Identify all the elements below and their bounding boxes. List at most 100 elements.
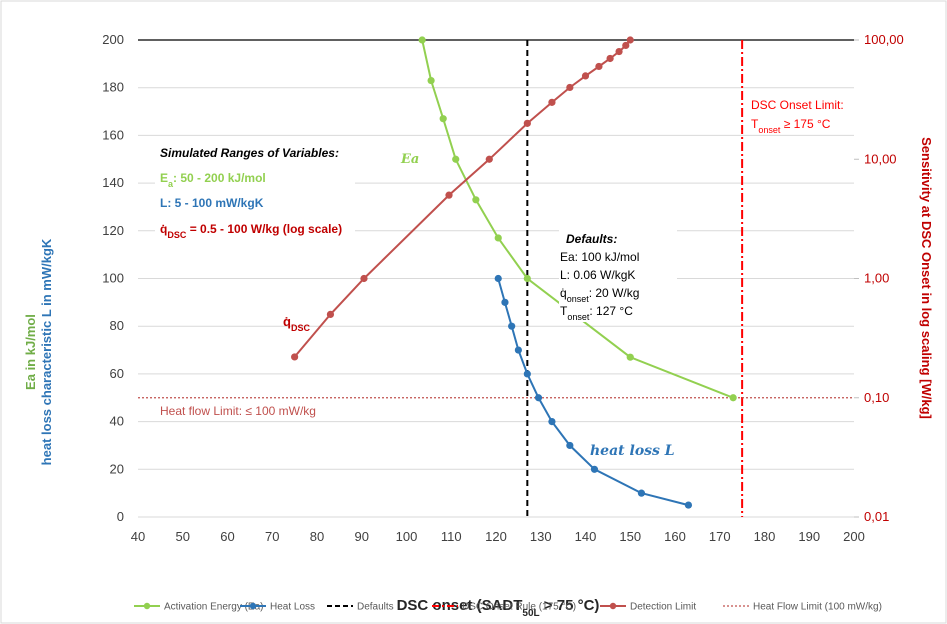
x-tick-label: 150 <box>619 529 641 544</box>
data-point-detection-limit <box>615 47 623 56</box>
x-tick-label: 100 <box>396 529 418 544</box>
y-tick-label: 180 <box>102 80 124 95</box>
y-tick-label: 60 <box>110 366 124 381</box>
data-point-detection-limit <box>291 353 299 361</box>
data-point-activation-energy-ea <box>523 274 531 283</box>
data-point-activation-energy-ea <box>472 196 480 204</box>
x-tick-label: 120 <box>485 529 507 544</box>
ranges-l: L: 5 - 100 mW/kgK <box>160 196 264 210</box>
y-tick-label: 100 <box>102 271 124 286</box>
data-point-heat-loss <box>514 346 522 354</box>
y2-tick-label: 10,00 <box>864 151 897 166</box>
data-point-activation-energy-ea <box>494 234 502 242</box>
y-tick-label: 40 <box>110 414 124 429</box>
series-group <box>291 36 737 509</box>
y-axis-title-left: Ea in kJ/mol heat loss characteristic L … <box>23 238 54 465</box>
legend-label: Activation Energy (Ea) <box>164 602 264 613</box>
defaults-line-4: Tonset: 127 °C <box>560 304 633 322</box>
x-tick-label: 40 <box>131 529 145 544</box>
x-tick-label: 200 <box>843 529 865 544</box>
data-point-heat-loss <box>590 465 599 473</box>
gridlines <box>138 39 859 518</box>
svg-text:Tonset ≥ 175 °C: Tonset ≥ 175 °C <box>751 117 831 135</box>
data-point-heat-loss <box>523 370 531 378</box>
ea-curve-label: Ea <box>400 152 419 167</box>
heat-loss-curve-label: heat loss L <box>590 443 675 459</box>
y-tick-label: 80 <box>110 318 124 333</box>
x-tick-label: 110 <box>441 529 462 544</box>
x-axis-title: DSC onset (SADT50L > 75 °C) <box>397 597 600 619</box>
y-tick-label: 140 <box>102 175 124 190</box>
legend-item-dsc-onset-rule-175-c: DSC Onset Rule (175 °C) <box>432 602 576 613</box>
x-tick-label: 170 <box>709 529 731 544</box>
legend-label: Heat Loss <box>270 602 315 613</box>
data-point-detection-limit <box>581 72 590 80</box>
data-point-detection-limit <box>485 155 493 163</box>
data-point-heat-loss <box>534 394 543 402</box>
data-point-detection-limit <box>523 119 531 127</box>
legend-item-heat-flow-limit-100-mw-kg: Heat Flow Limit (100 mW/kg) <box>723 602 882 613</box>
data-point-heat-loss <box>501 298 509 306</box>
defaults-line-1: Ea: 100 kJ/mol <box>560 250 639 264</box>
defaults-line-3: q̇onset: 20 W/kg <box>560 286 639 304</box>
x-tick-label: 180 <box>754 529 776 544</box>
legend-label: Heat Flow Limit (100 mW/kg) <box>753 602 882 613</box>
data-point-heat-loss <box>684 501 693 509</box>
data-point-detection-limit <box>360 274 368 283</box>
x-tick-label: 60 <box>220 529 234 544</box>
legend-item-detection-limit: Detection Limit <box>600 602 696 613</box>
svg-text:Sensitivity at DSC Onset in lo: Sensitivity at DSC Onset in log scaling … <box>919 137 934 419</box>
data-point-detection-limit <box>566 83 574 92</box>
data-point-heat-loss <box>494 274 502 283</box>
legend-item-defaults: Defaults <box>327 602 394 613</box>
y-axis-title-right: Sensitivity at DSC Onset in log scaling … <box>919 137 934 419</box>
y-tick-label: 200 <box>102 32 124 47</box>
defaults-line-2: L: 0.06 W/kgK <box>560 268 635 282</box>
data-point-activation-energy-ea <box>418 36 426 44</box>
x-tick-label: 80 <box>310 529 324 544</box>
x-tick-label: 50 <box>176 529 190 544</box>
legend-item-activation-energy-ea: Activation Energy (Ea) <box>134 602 264 613</box>
svg-text:DSC Onset Limit:: DSC Onset Limit: <box>751 98 844 112</box>
data-point-detection-limit <box>445 191 453 199</box>
data-point-detection-limit <box>595 62 603 71</box>
x-tick-label: 90 <box>355 529 369 544</box>
data-point-activation-energy-ea <box>729 394 737 402</box>
x-tick-label: 130 <box>530 529 552 544</box>
data-point-heat-loss <box>637 489 646 497</box>
ranges-q: q̇DSC = 0.5 - 100 W/kg (log scale) <box>160 222 342 240</box>
defaults-title: Defaults: <box>566 232 617 246</box>
x-tick-label: 70 <box>265 529 279 544</box>
y-tick-label: 120 <box>102 223 124 238</box>
ranges-ea: Ea: 50 - 200 kJ/mol <box>160 171 266 189</box>
legend-label: DSC Onset Rule (175 °C) <box>462 602 576 613</box>
legend-marker <box>249 602 257 610</box>
legend-item-heat-loss: Heat Loss <box>240 602 315 613</box>
y2-tick-label: 1,00 <box>864 271 889 286</box>
legend: Activation Energy (Ea) Heat Loss Defaults D… <box>134 602 882 613</box>
data-point-heat-loss <box>566 441 574 450</box>
data-point-detection-limit <box>622 41 630 50</box>
data-point-activation-energy-ea <box>439 115 447 123</box>
y-axis-title-line-2: heat loss characteristic L in mW/kgK <box>39 238 54 465</box>
data-point-heat-loss <box>548 418 556 426</box>
y-tick-label: 160 <box>102 127 124 142</box>
y2-tick-label: 100,00 <box>864 32 904 47</box>
onset-limit-label: DSC Onset Limit: Tonset ≥ 175 °C <box>751 98 844 135</box>
data-point-detection-limit <box>626 36 634 44</box>
y-axis-title-line-1: Ea in kJ/mol <box>23 314 38 390</box>
data-point-detection-limit <box>606 54 614 63</box>
heat-flow-limit-label: Heat flow Limit: ≤ 100 mW/kg <box>160 404 316 418</box>
qdsc-curve-label: q̇DSC <box>283 314 310 333</box>
legend-marker <box>609 602 617 610</box>
legend-marker <box>143 602 151 610</box>
data-point-heat-loss <box>508 322 516 330</box>
y2-tick-label: 0,01 <box>864 509 889 524</box>
x-tick-label: 160 <box>664 529 686 544</box>
data-point-activation-energy-ea <box>452 155 460 163</box>
data-point-activation-energy-ea <box>626 353 634 361</box>
y2-tick-label: 0,10 <box>864 390 889 405</box>
